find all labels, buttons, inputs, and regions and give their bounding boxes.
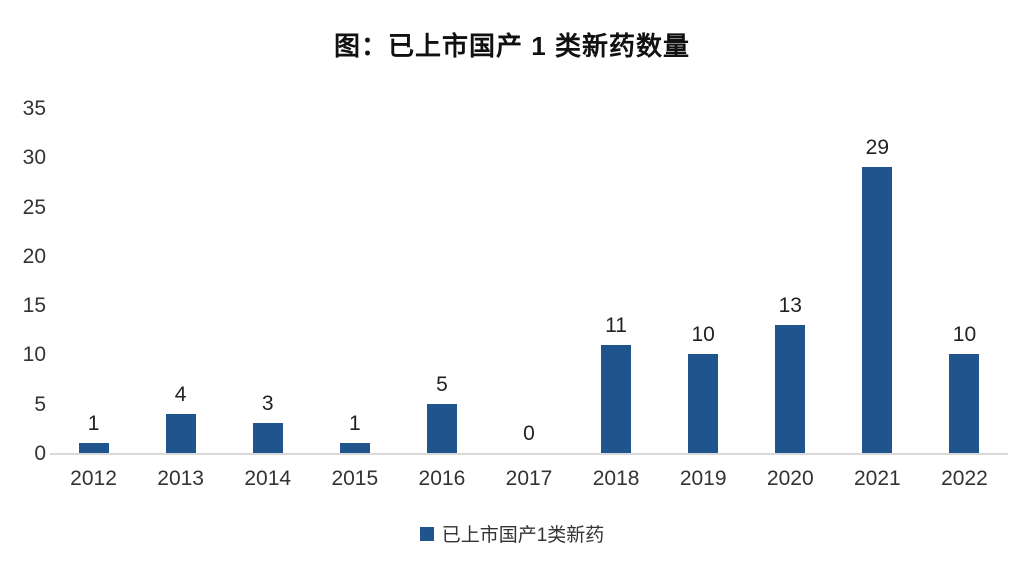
chart-legend: 已上市国产1类新药 [0, 520, 1024, 547]
bar-2015 [339, 443, 370, 453]
bar-value-label-2022: 10 [952, 323, 977, 347]
y-axis-tick-label: 5 [34, 392, 46, 416]
bar-value-label-2020: 13 [778, 293, 802, 317]
x-axis-tick-label-2013: 2013 [157, 467, 204, 490]
bar-value-label-2014: 3 [261, 392, 274, 416]
x-axis-tick-label-2019: 2019 [679, 467, 727, 490]
y-axis-tick-label: 0 [34, 442, 46, 465]
bar-value-label-2012: 1 [87, 412, 100, 436]
bar-2012 [78, 443, 109, 453]
x-axis-tick-label-2016: 2016 [418, 467, 466, 490]
bar-value-label-2018: 11 [605, 313, 627, 337]
y-axis-tick-label: 30 [22, 146, 46, 170]
legend-swatch-icon [419, 526, 434, 541]
x-axis-tick-label-2020: 2020 [766, 467, 814, 490]
bar-2021 [862, 167, 893, 453]
x-axis-tick-label-2018: 2018 [592, 467, 640, 490]
x-axis-tick-label-2022: 2022 [941, 467, 988, 490]
bar-value-label-2017: 0 [523, 422, 535, 445]
bar-value-label-2021: 29 [865, 136, 890, 160]
x-axis-tick-label-2015: 2015 [331, 467, 379, 490]
bar-2020 [775, 324, 806, 453]
x-axis-tick-label-2012: 2012 [70, 467, 117, 490]
y-axis-tick-label: 15 [22, 294, 46, 318]
y-axis-tick-label: 25 [22, 195, 46, 219]
bar-value-label-2013: 4 [174, 382, 187, 406]
legend-label: 已上市国产1类新药 [441, 525, 605, 546]
bar-2014 [252, 423, 283, 453]
x-axis-tick-label-2017: 2017 [505, 467, 553, 490]
y-axis-tick-label: 20 [22, 244, 46, 268]
x-axis-line [50, 453, 1008, 455]
bar-2019 [688, 354, 719, 453]
bar-2018 [601, 344, 632, 453]
chart-title: 图：已上市国产 1 类新药数量 [334, 31, 690, 61]
x-axis-tick-label-2021: 2021 [854, 467, 901, 490]
bar-2016 [426, 403, 457, 453]
x-axis-tick-label-2014: 2014 [244, 467, 292, 490]
bar-value-label-2016: 5 [436, 372, 448, 396]
bar-value-label-2015: 1 [348, 412, 361, 436]
bar-2022 [949, 354, 980, 453]
y-axis-tick-label: 10 [22, 343, 46, 367]
bar-value-label-2019: 10 [691, 323, 715, 347]
bar-2013 [165, 413, 196, 453]
y-axis-tick-label: 35 [22, 97, 46, 120]
